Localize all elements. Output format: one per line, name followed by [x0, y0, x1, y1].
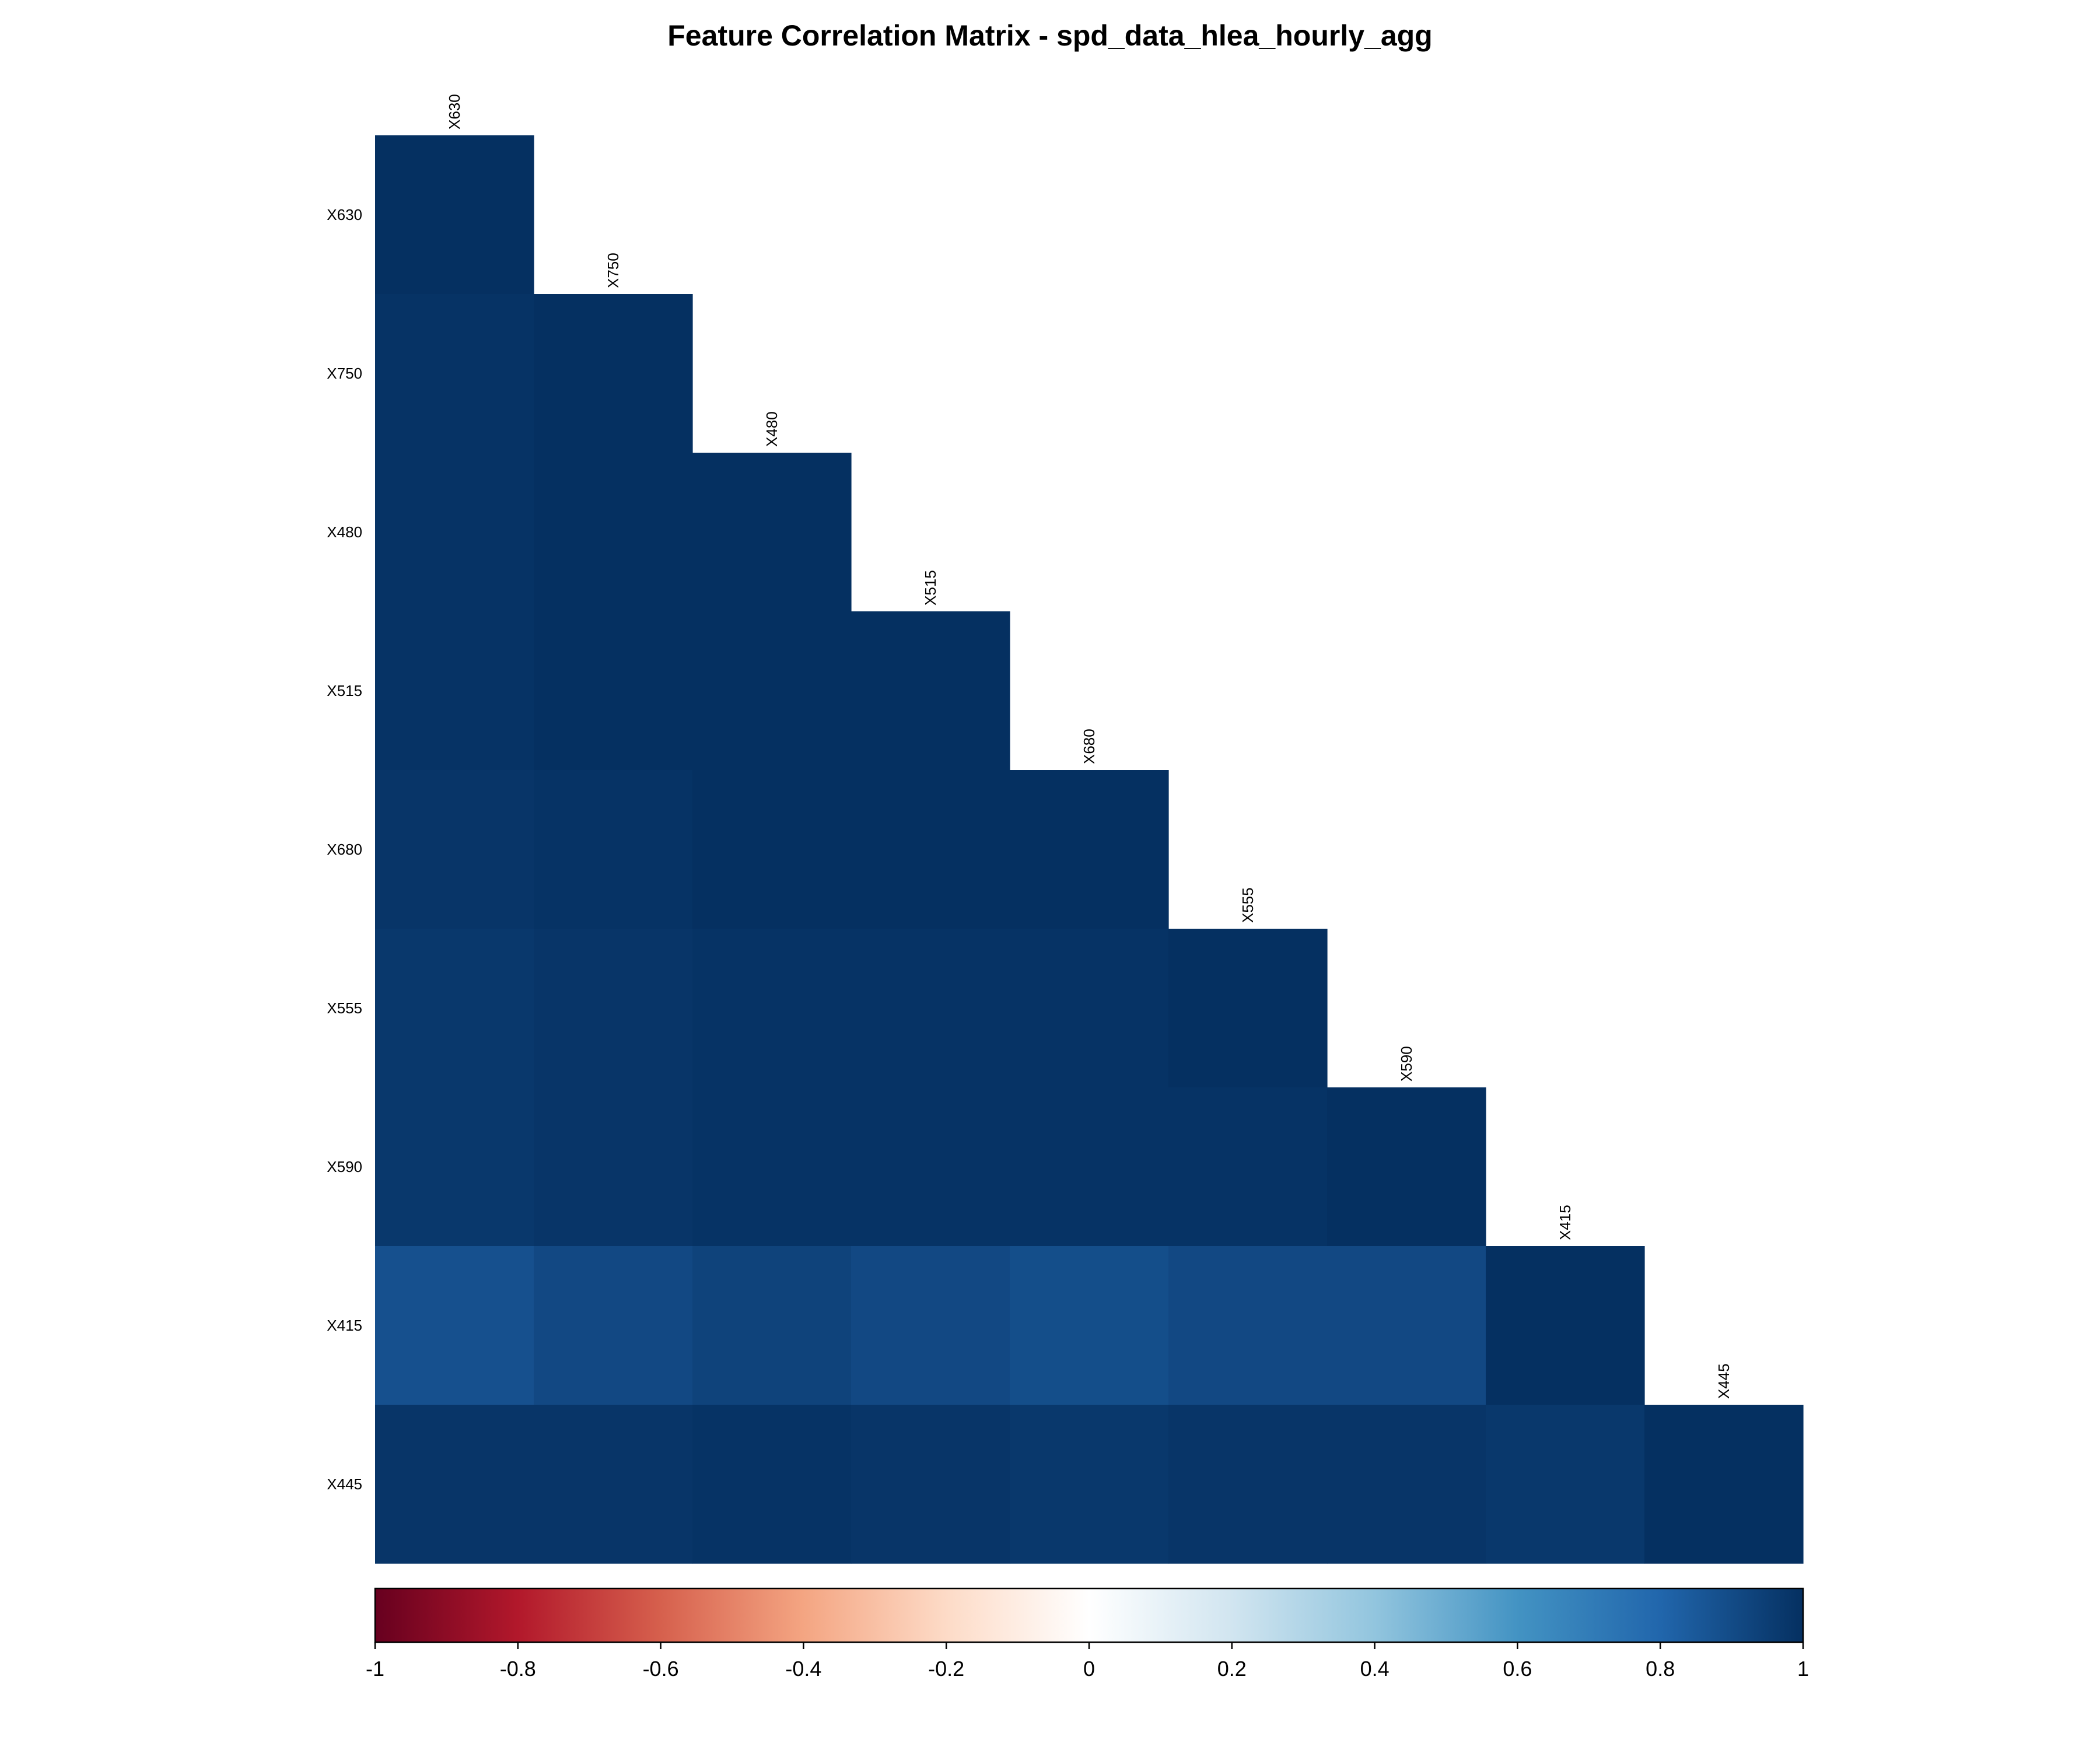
row-label-X630: X630 [327, 206, 362, 223]
heatmap-cell-X415-X415 [1486, 1246, 1645, 1405]
heatmap-cell-X515-X515 [851, 611, 1010, 771]
column-label-X590: X590 [1398, 1046, 1415, 1082]
heatmap-cell-X415-X555 [1168, 1246, 1328, 1405]
heatmap-cell-X445-X415 [1486, 1405, 1645, 1564]
column-label-X630: X630 [446, 94, 463, 130]
heatmap-cell-X515-X630 [375, 611, 534, 771]
heatmap-cell-X415-X750 [534, 1246, 693, 1405]
heatmap-cell-X445-X630 [375, 1405, 534, 1564]
heatmap-cell-X515-X750 [534, 611, 693, 771]
heatmap-cell-X680-X480 [692, 770, 852, 929]
heatmap-cell-X750-X630 [375, 294, 534, 453]
heatmap-cells [375, 135, 1804, 1564]
column-label-X415: X415 [1556, 1205, 1574, 1240]
heatmap-cell-X480-X750 [534, 453, 693, 612]
row-label-X445: X445 [327, 1475, 362, 1493]
colorbar-tick-label-0.4: 0.4 [1360, 1657, 1390, 1681]
row-label-X590: X590 [327, 1158, 362, 1175]
colorbar-tick-label-1: 1 [1797, 1657, 1809, 1681]
heatmap-cell-X555-X630 [375, 929, 534, 1088]
heatmap-cell-X590-X480 [692, 1087, 852, 1247]
heatmap-cell-X555-X750 [534, 929, 693, 1088]
column-label-X515: X515 [922, 570, 939, 606]
heatmap-cell-X415-X480 [692, 1246, 852, 1405]
heatmap-cell-X445-X680 [1010, 1405, 1169, 1564]
heatmap-cell-X555-X555 [1168, 929, 1328, 1088]
column-label-X480: X480 [763, 411, 780, 447]
heatmap-cell-X680-X515 [851, 770, 1010, 929]
heatmap-cell-X590-X590 [1327, 1087, 1486, 1247]
column-label-X750: X750 [604, 253, 622, 288]
colorbar-tick-label--0.2: -0.2 [928, 1657, 964, 1681]
colorbar-tick-label-0.2: 0.2 [1217, 1657, 1247, 1681]
row-label-X415: X415 [327, 1317, 362, 1334]
column-labels: X630 X750 X480 X515 X680 X555 X590 X415 X445 [446, 94, 1732, 1399]
row-label-X555: X555 [327, 999, 362, 1017]
row-label-X680: X680 [327, 841, 362, 858]
colorbar-tick-label-0.8: 0.8 [1646, 1657, 1675, 1681]
column-label-X555: X555 [1239, 887, 1256, 923]
heatmap-cell-X590-X555 [1168, 1087, 1328, 1247]
heatmap-cell-X515-X480 [692, 611, 852, 771]
colorbar-tick-label--0.6: -0.6 [643, 1657, 679, 1681]
heatmap-cell-X680-X750 [534, 770, 693, 929]
heatmap-cell-X590-X630 [375, 1087, 534, 1247]
heatmap-cell-X445-X480 [692, 1405, 852, 1564]
colorbar: -1 -0.8 -0.6 -0.4 -0.2 0 0.2 0.4 0.6 0.8 1 [366, 1587, 1809, 1681]
heatmap-cell-X445-X555 [1168, 1405, 1328, 1564]
row-label-X515: X515 [327, 682, 362, 699]
heatmap-cell-X590-X750 [534, 1087, 693, 1247]
heatmap-cell-X680-X630 [375, 770, 534, 929]
colorbar-tick-label--1: -1 [366, 1657, 384, 1681]
heatmap-cell-X680-X680 [1010, 770, 1169, 929]
colorbar-tick-label--0.4: -0.4 [785, 1657, 821, 1681]
row-label-X750: X750 [327, 365, 362, 382]
heatmap-cell-X415-X515 [851, 1246, 1010, 1405]
column-label-X680: X680 [1080, 729, 1098, 764]
heatmap-cell-X555-X480 [692, 929, 852, 1088]
heatmap-cell-X415-X630 [375, 1246, 534, 1405]
colorbar-tick-label-0.6: 0.6 [1503, 1657, 1532, 1681]
chart-title: Feature Correlation Matrix - spd_data_hl… [667, 19, 1432, 52]
heatmap-cell-X445-X590 [1327, 1405, 1486, 1564]
heatmap-cell-X630-X630 [375, 135, 534, 295]
heatmap-cell-X415-X590 [1327, 1246, 1486, 1405]
heatmap-cell-X445-X515 [851, 1405, 1010, 1564]
heatmap-cell-X555-X515 [851, 929, 1010, 1088]
heatmap-cell-X750-X750 [534, 294, 693, 453]
row-label-X480: X480 [327, 523, 362, 541]
heatmap-cell-X480-X630 [375, 453, 534, 612]
heatmap-cell-X445-X445 [1644, 1405, 1804, 1564]
heatmap-cell-X590-X680 [1010, 1087, 1169, 1247]
heatmap-cell-X590-X515 [851, 1087, 1010, 1247]
heatmap-cell-X415-X680 [1010, 1246, 1169, 1405]
heatmap-cell-X445-X750 [534, 1405, 693, 1564]
colorbar-gradient [374, 1587, 1804, 1643]
column-label-X445: X445 [1715, 1363, 1732, 1399]
row-labels: X630 X750 X480 X515 X680 X555 X590 X415 X445 [327, 206, 362, 1493]
colorbar-tick-label-0: 0 [1083, 1657, 1095, 1681]
colorbar-tick-label--0.8: -0.8 [500, 1657, 536, 1681]
heatmap-cell-X480-X480 [692, 453, 852, 612]
heatmap-cell-X555-X680 [1010, 929, 1169, 1088]
